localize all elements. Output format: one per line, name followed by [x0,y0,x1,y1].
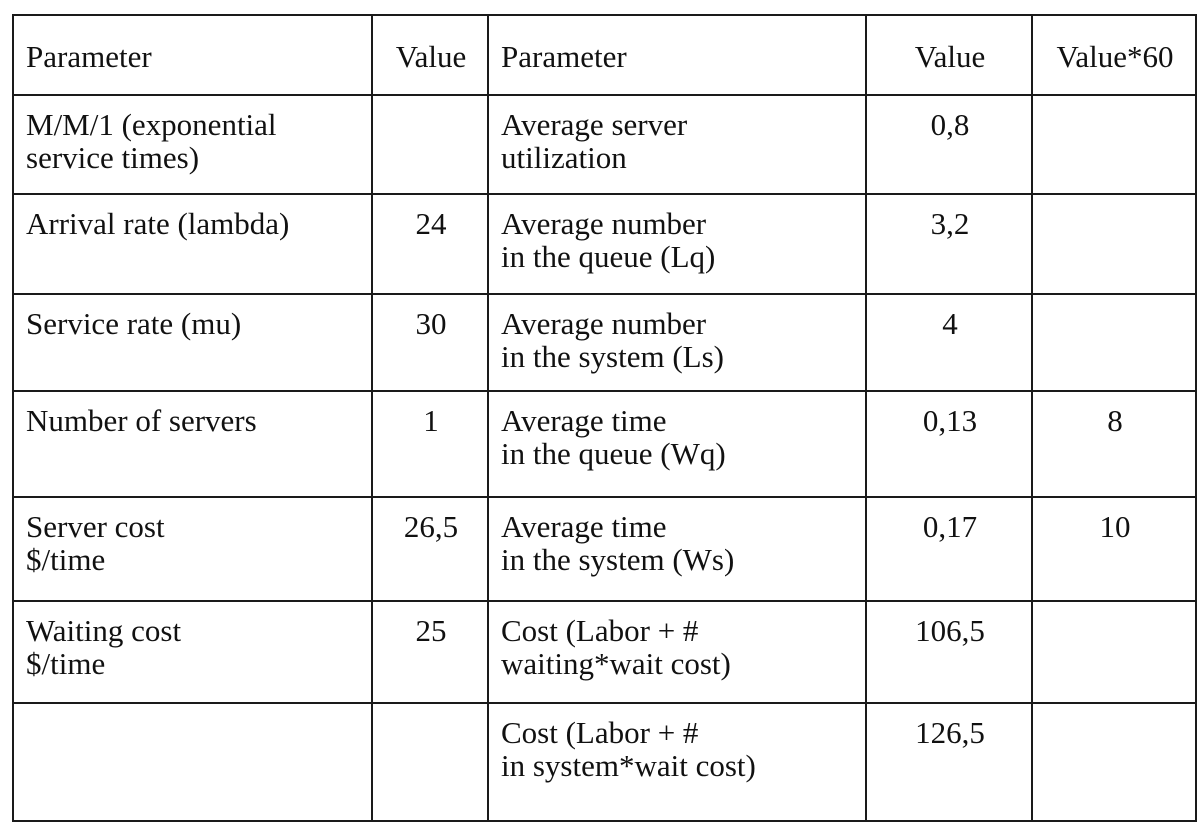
header-cell: Parameter [12,14,373,96]
value-x60-cell [1031,600,1197,704]
header-cell: Value*60 [1031,14,1197,96]
parameter-cell: Cost (Labor + # waiting*wait cost) [487,600,867,704]
parameter-cell [12,702,373,822]
value-cell [371,702,489,822]
parameter-cell: Average number in the system (Ls) [487,293,867,392]
parameter-cell: Number of servers [12,390,373,498]
value-cell: 0,8 [865,94,1033,195]
queue-parameters-table: Parameter Value Parameter Value Value*60… [12,14,1197,822]
value-x60-cell [1031,94,1197,195]
value-cell: 24 [371,193,489,295]
header-cell: Parameter [487,14,867,96]
header-cell: Value [371,14,489,96]
parameter-cell: Average time in the queue (Wq) [487,390,867,498]
table-row: Waiting cost $/time 25 Cost (Labor + # w… [12,600,1197,704]
parameter-cell: Waiting cost $/time [12,600,373,704]
value-x60-cell [1031,702,1197,822]
value-cell: 0,17 [865,496,1033,602]
table-row: Server cost $/time 26,5 Average time in … [12,496,1197,602]
value-cell: 126,5 [865,702,1033,822]
value-cell: 106,5 [865,600,1033,704]
value-cell: 26,5 [371,496,489,602]
value-cell: 3,2 [865,193,1033,295]
parameter-cell: M/M/1 (exponential service times) [12,94,373,195]
header-row: Parameter Value Parameter Value Value*60 [12,14,1197,96]
value-x60-cell: 10 [1031,496,1197,602]
value-x60-cell [1031,293,1197,392]
parameter-cell: Server cost $/time [12,496,373,602]
parameter-cell: Average time in the system (Ws) [487,496,867,602]
value-x60-cell [1031,193,1197,295]
parameter-cell: Service rate (mu) [12,293,373,392]
table-row: Cost (Labor + # in system*wait cost) 126… [12,702,1197,822]
value-cell: 30 [371,293,489,392]
table-row: Number of servers 1 Average time in the … [12,390,1197,498]
value-cell: 4 [865,293,1033,392]
parameter-cell: Average server utilization [487,94,867,195]
parameter-cell: Arrival rate (lambda) [12,193,373,295]
header-cell: Value [865,14,1033,96]
value-x60-cell: 8 [1031,390,1197,498]
table-row: Arrival rate (lambda) 24 Average number … [12,193,1197,295]
value-cell: 1 [371,390,489,498]
table-row: Service rate (mu) 30 Average number in t… [12,293,1197,392]
table-row: M/M/1 (exponential service times) Averag… [12,94,1197,195]
value-cell: 0,13 [865,390,1033,498]
parameter-cell: Average number in the queue (Lq) [487,193,867,295]
value-cell [371,94,489,195]
parameter-cell: Cost (Labor + # in system*wait cost) [487,702,867,822]
value-cell: 25 [371,600,489,704]
